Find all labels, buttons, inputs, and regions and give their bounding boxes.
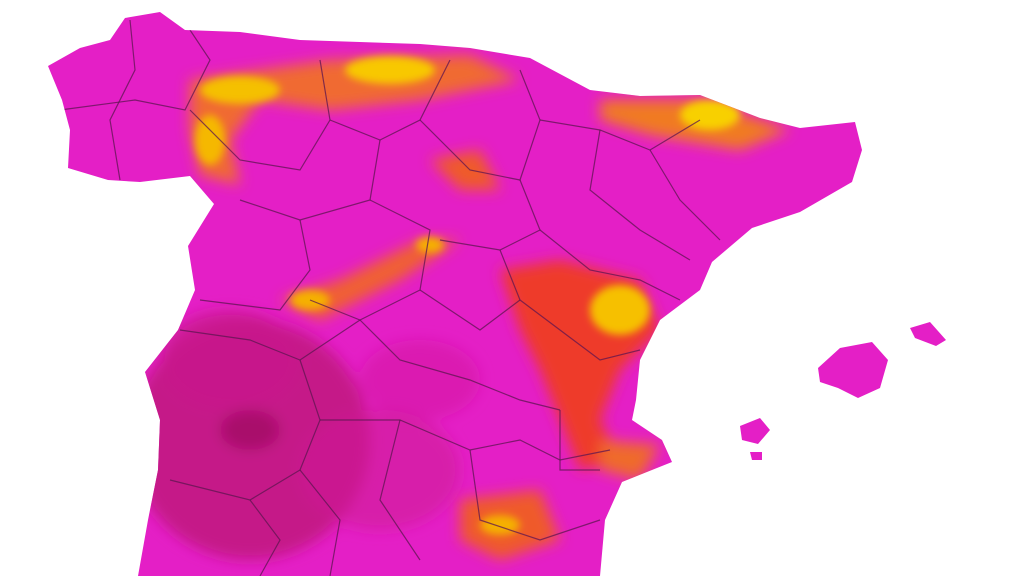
hot-regions	[195, 56, 740, 535]
dark-regions	[130, 310, 480, 560]
province-borders	[59, 19, 721, 576]
